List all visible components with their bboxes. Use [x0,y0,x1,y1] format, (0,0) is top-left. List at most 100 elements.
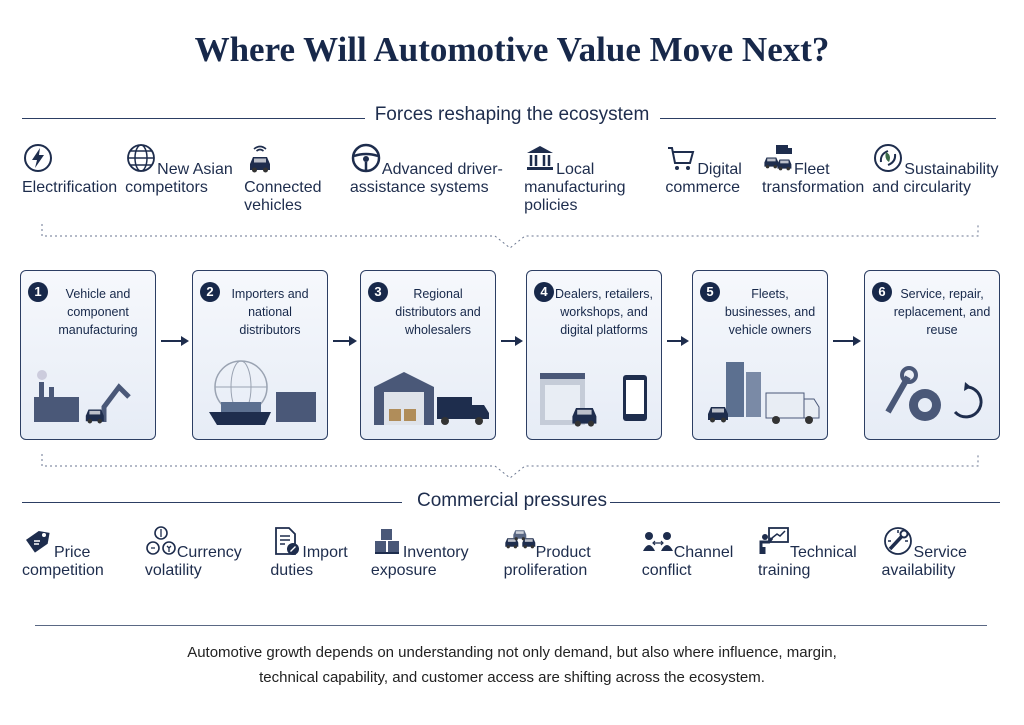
graphic [39,382,44,397]
graphic [280,535,291,545]
graphic [588,420,594,427]
graphic [507,539,516,542]
tile-label: Inventory exposure [370,544,469,579]
graphic [527,146,554,153]
graphic [681,336,689,346]
stage-number: 3 [368,282,388,302]
graphic [651,540,664,546]
graphic [765,392,805,419]
graphic [512,530,526,541]
graphic [765,164,770,169]
graphic [768,527,789,543]
graphic [953,385,983,419]
stage-label: Regional distributors and wholesalers [395,287,481,337]
graphic [85,409,104,424]
graphic [626,380,644,414]
stage-illustration [540,373,647,427]
stage-label: Dealers, retailers, workshops, and digit… [555,287,653,337]
tile: Digital commerce [665,142,754,212]
rule [22,118,365,119]
graphic [524,539,533,542]
forces-row: Electrification New Asian competitors Conn… [22,142,1003,214]
graphic [710,417,715,423]
graphic [726,362,744,417]
graphic [437,397,472,419]
graphic [250,157,271,173]
tile-label: Import duties [270,544,348,579]
graphic [899,529,909,539]
graphic [221,402,261,412]
graphic [773,164,778,169]
graphic [642,545,655,551]
icon [504,530,535,549]
graphic [521,537,525,541]
icon [374,529,399,554]
tile: Local manufacturing policies [524,142,657,214]
graphic [404,409,416,421]
graphic [513,545,517,549]
icon [668,147,695,170]
stage-label: Service, repair, replacement, and reuse [893,287,991,337]
graphic [527,167,554,170]
graphic [389,409,401,421]
graphic [523,545,527,549]
graphic [101,383,131,422]
graphic [764,157,779,169]
stage-box: 6 Service, repair, replacement, and reuse [864,270,1000,440]
graphic [24,144,52,172]
pressures-row: Price competition Currency volatility Impo… [22,525,1003,595]
graphic [853,336,861,346]
icon [26,530,50,553]
graphic [506,545,510,549]
tile: Connected vehicles [244,142,342,214]
stage-illustration [209,360,316,425]
graphic [918,398,932,412]
graphic [254,158,267,163]
icon [759,527,789,554]
graphic [540,373,585,379]
graphic [514,537,518,541]
graphic [37,370,47,380]
icon [250,145,271,173]
tile: Technical training [758,525,874,595]
bracket [41,224,979,249]
flow-arrow [501,336,523,346]
tile-label: Price competition [22,544,104,579]
graphic [708,407,728,423]
rule [660,118,996,119]
graphic [900,366,918,384]
graphic [263,167,269,173]
tile-label: Sustainability and circularity [872,161,999,196]
graphic [675,166,680,170]
icon [874,144,903,172]
tile-label: Local manufacturing policies [524,161,626,214]
tile: Sustainability and circularity [872,142,1003,212]
stage-number: 6 [872,282,892,302]
graphic [660,545,673,551]
stage-number: 4 [534,282,554,302]
graphic [34,540,40,545]
pressures-heading: Commercial pressures [416,490,608,511]
graphic [209,412,271,425]
tile: Price competition [22,525,137,595]
graphic [772,416,780,424]
graphic [475,417,483,425]
rule [610,502,1000,503]
graphic [885,152,891,162]
graphic [42,533,46,537]
graphic [472,405,489,419]
stage-box: 1 Vehicle and component manufacturing [20,270,156,440]
tile-label: Service availability [881,544,967,579]
title: Where Will Automotive Value Move Next? [194,30,830,69]
tile-label: Advanced driver-assistance systems [349,161,503,196]
stage-number: 2 [200,282,220,302]
tile: Fleet transformation [762,142,864,212]
graphic [146,541,160,555]
stage-label: Vehicle and component manufacturing [58,287,138,337]
stage-box: 4 Dealers, retailers, workshops, and digi… [526,270,662,440]
graphic [276,392,316,422]
tile-label: Technical training [757,544,857,579]
stage-box: 2 Importers and national distributors [192,270,328,440]
flow-arrow [333,336,357,346]
